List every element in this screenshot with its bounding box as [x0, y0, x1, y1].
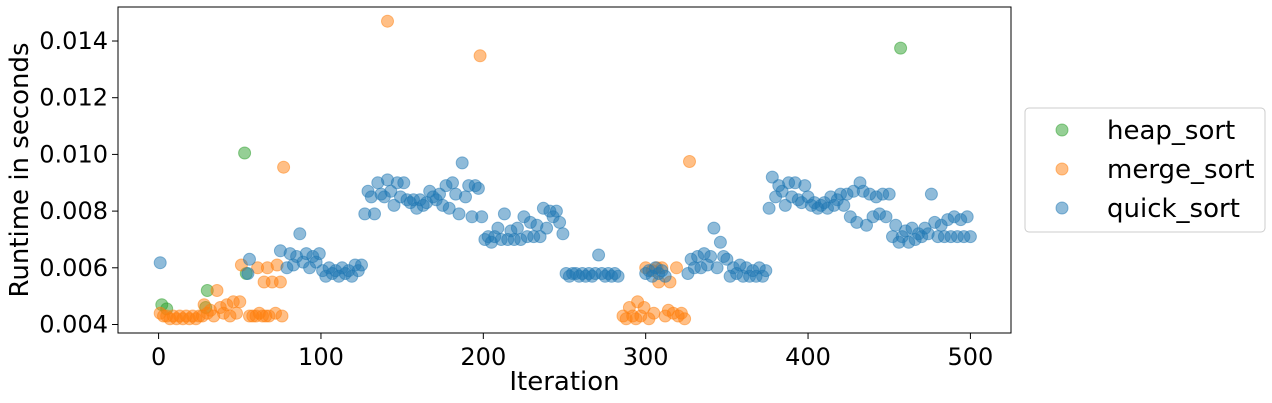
legend-marker — [1055, 201, 1069, 215]
quick_sort-point — [455, 156, 469, 170]
quick_sort-point — [960, 210, 974, 224]
x-tick-label: 200 — [460, 343, 506, 371]
merge_sort-point — [678, 312, 692, 326]
quick_sort-point — [860, 218, 873, 232]
y-tick-label: 0.006 — [39, 254, 108, 282]
plot-frame — [117, 6, 1012, 334]
quick_sort-point — [759, 264, 773, 278]
legend-label: merge_sort — [1107, 155, 1254, 185]
y-tick-label: 0.008 — [39, 197, 108, 225]
y-tick-label: 0.012 — [39, 84, 108, 112]
y-axis-label: Runtime in seconds — [5, 42, 35, 297]
merge_sort-point — [670, 261, 683, 275]
merge_sort-point — [277, 160, 291, 174]
quick_sort-point — [293, 227, 307, 241]
merge_sort-point — [233, 295, 247, 309]
quick_sort-point — [497, 207, 511, 221]
quick_sort-point — [153, 256, 167, 270]
merge_sort-point — [381, 14, 394, 28]
quick_sort-point — [882, 187, 896, 201]
quick_sort-point — [241, 267, 255, 280]
quick_sort-point — [491, 221, 505, 235]
legend: heap_sort merge_sort quick_sort — [1024, 107, 1266, 233]
quick_sort-point — [368, 207, 381, 221]
quick_sort-point — [707, 221, 721, 235]
quick_sort-point — [312, 247, 326, 261]
quick_sort-point — [963, 230, 977, 244]
merge_sort-point — [637, 301, 651, 314]
x-tick-label: 500 — [948, 343, 994, 371]
quick_sort-point — [658, 269, 672, 283]
quick_sort-point — [879, 210, 893, 224]
merge_sort-point — [647, 306, 661, 320]
quick_sort-point — [459, 190, 472, 204]
quick_sort-point — [798, 179, 812, 193]
legend-label: quick_sort — [1107, 194, 1240, 224]
x-tick-label: 300 — [623, 343, 669, 371]
heap_sort-point — [894, 41, 908, 55]
x-tick-label: 0 — [151, 343, 166, 371]
quick_sort-point — [510, 221, 524, 235]
quick_sort-point — [762, 201, 776, 215]
quick_sort-point — [704, 250, 718, 263]
x-tick-label: 100 — [298, 343, 344, 371]
quick_sort-point — [924, 187, 938, 201]
quick_sort-point — [471, 181, 485, 195]
merge_sort-point — [273, 275, 287, 289]
legend-marker — [1055, 123, 1069, 137]
merge_sort-point — [230, 306, 243, 320]
x-axis-label: Iteration — [509, 367, 619, 397]
quick_sort-point — [397, 176, 411, 190]
quick_sort-point — [243, 252, 256, 266]
merge_sort-point — [275, 309, 289, 323]
quick_sort-point — [720, 252, 734, 266]
quick_sort-point — [549, 204, 563, 218]
quick_sort-point — [384, 184, 398, 198]
merge_sort-point — [473, 49, 487, 63]
quick_sort-point — [778, 198, 792, 212]
quick_sort-point — [540, 221, 554, 235]
quick_sort-point — [837, 198, 851, 212]
quick_sort-point — [713, 235, 727, 249]
quick_sort-point — [452, 207, 466, 221]
quick_sort-point — [442, 201, 456, 215]
x-tick-label: 400 — [785, 343, 831, 371]
y-tick-label: 0.010 — [39, 140, 108, 168]
heap_sort-point — [238, 146, 252, 160]
y-tick-label: 0.014 — [39, 27, 108, 55]
merge_sort-point — [683, 155, 696, 168]
quick_sort-point — [355, 258, 368, 272]
quick_sort-point — [446, 176, 459, 190]
quick_sort-point — [533, 230, 547, 244]
quick_sort-point — [889, 218, 903, 232]
x-axis-ticks: 0 100 200 300 400 500 — [151, 333, 993, 371]
quick_sort-point — [611, 269, 625, 283]
quick_sort-point — [592, 248, 606, 262]
legend-marker — [1055, 162, 1069, 176]
quick_sort-point — [553, 215, 567, 229]
quick_sort-point — [765, 170, 779, 184]
data-points — [153, 14, 977, 326]
merge_sort-point — [210, 284, 224, 297]
legend-box — [1024, 107, 1266, 233]
y-axis-ticks: 0.004 0.006 0.008 0.010 0.012 0.014 — [39, 27, 118, 338]
quick_sort-point — [710, 261, 724, 275]
quick_sort-point — [775, 184, 789, 198]
quick_sort-point — [475, 210, 489, 224]
quick_sort-point — [556, 227, 570, 241]
legend-label: heap_sort — [1107, 116, 1235, 146]
quick_sort-point — [387, 198, 401, 212]
y-tick-label: 0.004 — [39, 310, 108, 338]
